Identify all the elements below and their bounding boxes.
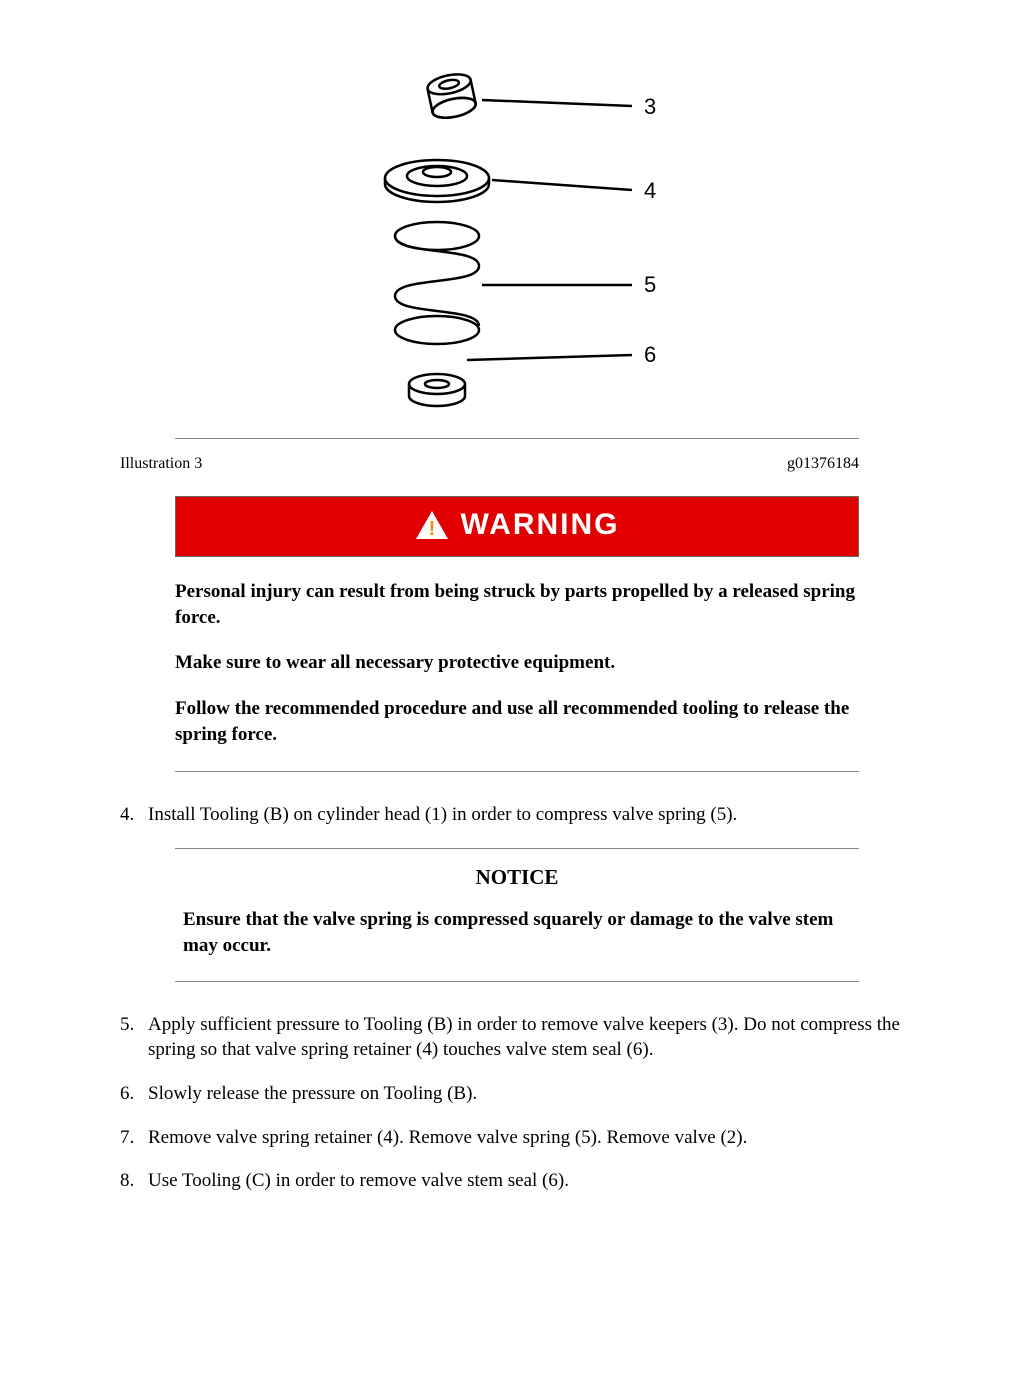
step-text: Remove valve spring retainer (4). Remove… [148,1125,914,1151]
step-7: 7. Remove valve spring retainer (4). Rem… [120,1125,914,1151]
step-6: 6. Slowly release the pressure on Toolin… [120,1081,914,1107]
step-number: 8. [120,1168,148,1194]
procedure-steps-cont: 5. Apply sufficient pressure to Tooling … [120,1012,914,1194]
callout-4: 4 [644,178,656,203]
divider [175,438,859,439]
step-text: Apply sufficient pressure to Tooling (B)… [148,1012,914,1063]
callout-5: 5 [644,272,656,297]
step-text: Slowly release the pressure on Tooling (… [148,1081,914,1107]
notice-block: NOTICE Ensure that the valve spring is c… [175,848,859,982]
step-number: 6. [120,1081,148,1107]
illustration: 3 4 5 6 [120,60,914,428]
valve-parts-diagram: 3 4 5 6 [332,60,702,420]
divider [175,771,859,772]
warning-triangle-icon: ! [415,510,449,540]
illustration-id: g01376184 [787,453,859,475]
illustration-label: Illustration 3 [120,453,202,475]
step-number: 7. [120,1125,148,1151]
warning-banner-text: WARNING [461,505,620,546]
step-4: 4. Install Tooling (B) on cylinder head … [120,802,914,828]
warning-p2: Make sure to wear all necessary protecti… [175,650,859,676]
divider [175,848,859,849]
step-8: 8. Use Tooling (C) in order to remove va… [120,1168,914,1194]
step-number: 5. [120,1012,148,1063]
step-number: 4. [120,802,148,828]
step-text: Use Tooling (C) in order to remove valve… [148,1168,914,1194]
notice-title: NOTICE [175,863,859,891]
warning-banner: ! WARNING [175,496,859,557]
step-5: 5. Apply sufficient pressure to Tooling … [120,1012,914,1063]
callout-6: 6 [644,342,656,367]
illustration-caption: Illustration 3 g01376184 [120,453,859,475]
step-text: Install Tooling (B) on cylinder head (1)… [148,802,914,828]
svg-text:!: ! [428,518,435,540]
warning-p1: Personal injury can result from being st… [175,579,859,630]
notice-body: Ensure that the valve spring is compress… [175,907,859,958]
procedure-steps: 4. Install Tooling (B) on cylinder head … [120,802,914,828]
divider [175,981,859,982]
warning-body: Personal injury can result from being st… [175,579,859,747]
callout-3: 3 [644,94,656,119]
warning-p3: Follow the recommended procedure and use… [175,696,859,747]
